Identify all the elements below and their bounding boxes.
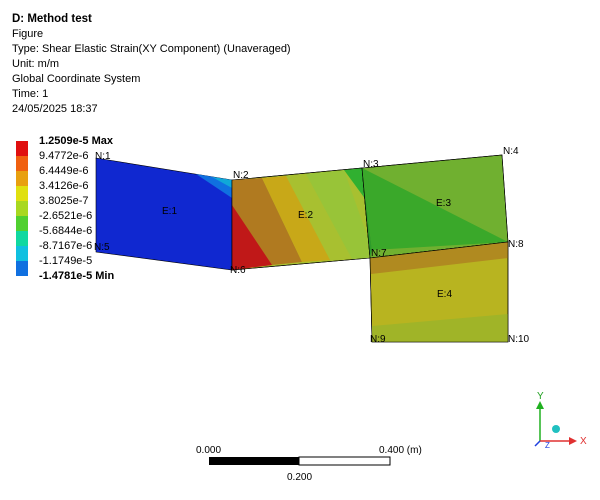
element-4-band [370, 242, 508, 274]
x-axis-label: X [580, 436, 587, 447]
figure-label: Figure [12, 28, 44, 40]
scale-segment-dark [209, 457, 299, 465]
element-2-band [232, 205, 272, 270]
x-arrow-icon [569, 437, 577, 445]
element-3-band [362, 168, 508, 250]
z-axis-label: Z [545, 441, 550, 450]
scale-left-label: 0.000 [196, 445, 221, 456]
element-2-band [306, 170, 370, 259]
node-label: N:1 [95, 151, 111, 162]
timestamp: 24/05/2025 18:37 [12, 103, 98, 115]
node-label: N:5 [94, 242, 110, 253]
node-label: N:3 [363, 159, 379, 170]
legend-label: -5.6844e-6 [39, 225, 93, 237]
analysis-title: D: Method test [12, 13, 92, 25]
legend-label: 1.2509e-5 Max [39, 135, 113, 147]
legend-swatch [16, 201, 28, 216]
legend-label: -8.7167e-6 [39, 240, 93, 252]
coordinate-system: Global Coordinate System [12, 73, 141, 85]
element-label: E:4 [437, 289, 452, 300]
result-unit: Unit: m/m [12, 58, 60, 70]
plot-info: D: Method test Figure Type: Shear Elasti… [12, 12, 291, 117]
node-label: N:8 [508, 239, 524, 250]
y-axis-label: Y [537, 391, 544, 402]
legend-swatch [16, 186, 28, 201]
legend-swatch [16, 216, 28, 231]
node-label: N:2 [233, 170, 249, 181]
node-label: N:9 [370, 334, 386, 345]
legend-label: 3.4126e-6 [39, 180, 89, 192]
element-2-band [344, 168, 366, 200]
element-3-band [362, 168, 372, 258]
element-1-band [212, 177, 232, 188]
element-label: E:2 [298, 210, 313, 221]
legend-swatch [16, 171, 28, 186]
result-type: Type: Shear Elastic Strain(XY Component)… [12, 43, 291, 55]
isometric-view-icon[interactable] [552, 425, 560, 433]
element-2[interactable] [231, 167, 371, 271]
legend-label: 9.4772e-6 [39, 150, 89, 162]
element-3[interactable] [361, 154, 509, 259]
node-label: N:6 [230, 265, 246, 276]
legend-swatch [16, 261, 28, 276]
element-4-band [372, 314, 508, 342]
legend-swatch [16, 141, 28, 156]
legend-label: -1.1749e-5 [39, 255, 93, 267]
scale-segment-light [298, 456, 391, 466]
legend-label: -1.4781e-5 Min [39, 270, 115, 282]
y-arrow-icon [536, 401, 544, 409]
element-1[interactable] [95, 157, 233, 271]
legend-swatch [16, 156, 28, 171]
node-label: N:4 [503, 146, 519, 157]
legend-label: 6.4449e-6 [39, 165, 89, 177]
node-label: N:7 [371, 248, 387, 259]
legend-swatch [16, 231, 28, 246]
legend-label: 3.8025e-7 [39, 195, 89, 207]
element-4[interactable] [369, 241, 509, 343]
z-axis-icon [534, 440, 541, 447]
legend-label: -2.6521e-6 [39, 210, 93, 222]
scale-right-label: 0.400 (m) [379, 445, 422, 456]
scale-mid-label: 0.200 [287, 472, 312, 483]
legend-swatch [16, 246, 28, 261]
time-label: Time: 1 [12, 88, 49, 100]
element-label: E:3 [436, 198, 451, 209]
node-label: N:10 [508, 334, 530, 345]
element-2-band [262, 176, 330, 262]
element-label: E:1 [162, 206, 177, 217]
